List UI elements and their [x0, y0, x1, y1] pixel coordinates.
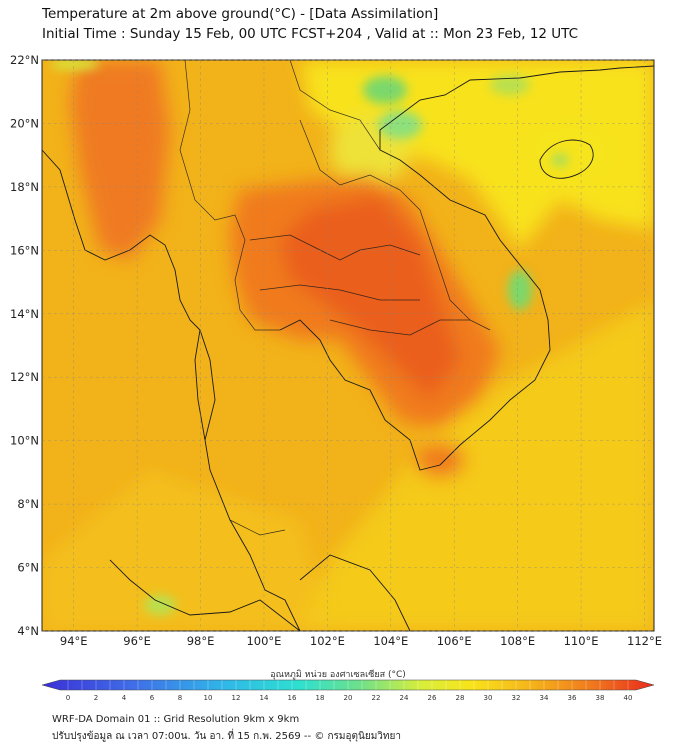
longitude-label: 96°E [123, 634, 151, 648]
temperature-field [42, 60, 654, 631]
longitude-labels: 94°E 96°E 98°E 100°E 102°E 104°E 106°E 108°E 110… [60, 634, 662, 648]
colorbar-tick-label: 12 [232, 694, 241, 702]
longitude-label: 108°E [500, 634, 535, 648]
longitude-label: 94°E [60, 634, 88, 648]
longitude-label: 104°E [373, 634, 408, 648]
latitude-label: 4°N [17, 624, 39, 638]
colorbar-tick-label: 36 [568, 694, 577, 702]
colorbar-ticks: 0 2 4 6 8 10 12 14 16 18 20 22 24 26 28 30 32 34 36 38 40 [66, 680, 633, 702]
colorbar-tick-label: 2 [94, 694, 98, 702]
colorbar-tick-label: 28 [456, 694, 465, 702]
latitude-label: 12°N [10, 370, 39, 384]
colorbar-tick-label: 16 [288, 694, 297, 702]
longitude-label: 100°E [246, 634, 281, 648]
latitude-labels: 22°N 20°N 18°N 16°N 14°N 12°N 10°N 8°N 6°N 4°N [10, 53, 39, 638]
colorbar: 0 2 4 6 8 10 12 14 16 18 20 22 24 26 28 30 32 34 36 38 40 [41, 679, 655, 702]
colorbar-tick-label: 22 [372, 694, 381, 702]
colorbar-tick-label: 20 [344, 694, 353, 702]
colorbar-tick-label: 14 [260, 694, 269, 702]
latitude-label: 14°N [10, 307, 39, 321]
colorbar-tick-label: 6 [150, 694, 155, 702]
longitude-label: 102°E [310, 634, 345, 648]
footer-resolution: WRF-DA Domain 01 :: Grid Resolution 9km … [52, 714, 300, 725]
colorbar-tick-label: 34 [540, 694, 549, 702]
colorbar-tick-label: 30 [484, 694, 493, 702]
longitude-label: 110°E [564, 634, 599, 648]
latitude-label: 18°N [10, 180, 39, 194]
colorbar-tick-label: 24 [400, 694, 409, 702]
latitude-label: 8°N [17, 497, 39, 511]
graticule [42, 59, 654, 632]
longitude-label: 98°E [187, 634, 215, 648]
latitude-label: 22°N [10, 53, 39, 67]
colorbar-tick-label: 26 [428, 694, 437, 702]
longitude-label: 112°E [627, 634, 662, 648]
colorbar-label: อุณหภูมิ หน่วย องศาเซลเซียส (°C) [270, 670, 406, 680]
latitude-label: 16°N [10, 243, 39, 257]
map-subtitle: Initial Time : Sunday 15 Feb, 00 UTC FCS… [42, 26, 579, 42]
colorbar-tick-label: 32 [512, 694, 521, 702]
colorbar-tick-label: 4 [122, 694, 127, 702]
footer-update: ปรับปรุงข้อมูล ณ เวลา 07:00น. วัน อา. ที… [52, 731, 401, 742]
latitude-label: 10°N [10, 434, 39, 448]
coastlines [42, 65, 654, 631]
map-title: Temperature at 2m above ground(°C) - [Da… [42, 6, 439, 22]
colorbar-tick-label: 8 [178, 694, 182, 702]
latitude-label: 6°N [17, 561, 39, 575]
colorbar-tick-label: 0 [66, 694, 70, 702]
colorbar-tick-label: 18 [316, 694, 325, 702]
longitude-label: 106°E [437, 634, 472, 648]
colorbar-tick-label: 40 [624, 694, 633, 702]
country-borders [179, 60, 491, 536]
colorbar-tick-label: 38 [596, 694, 605, 702]
latitude-label: 20°N [10, 116, 39, 130]
colorbar-tick-label: 10 [204, 694, 213, 702]
